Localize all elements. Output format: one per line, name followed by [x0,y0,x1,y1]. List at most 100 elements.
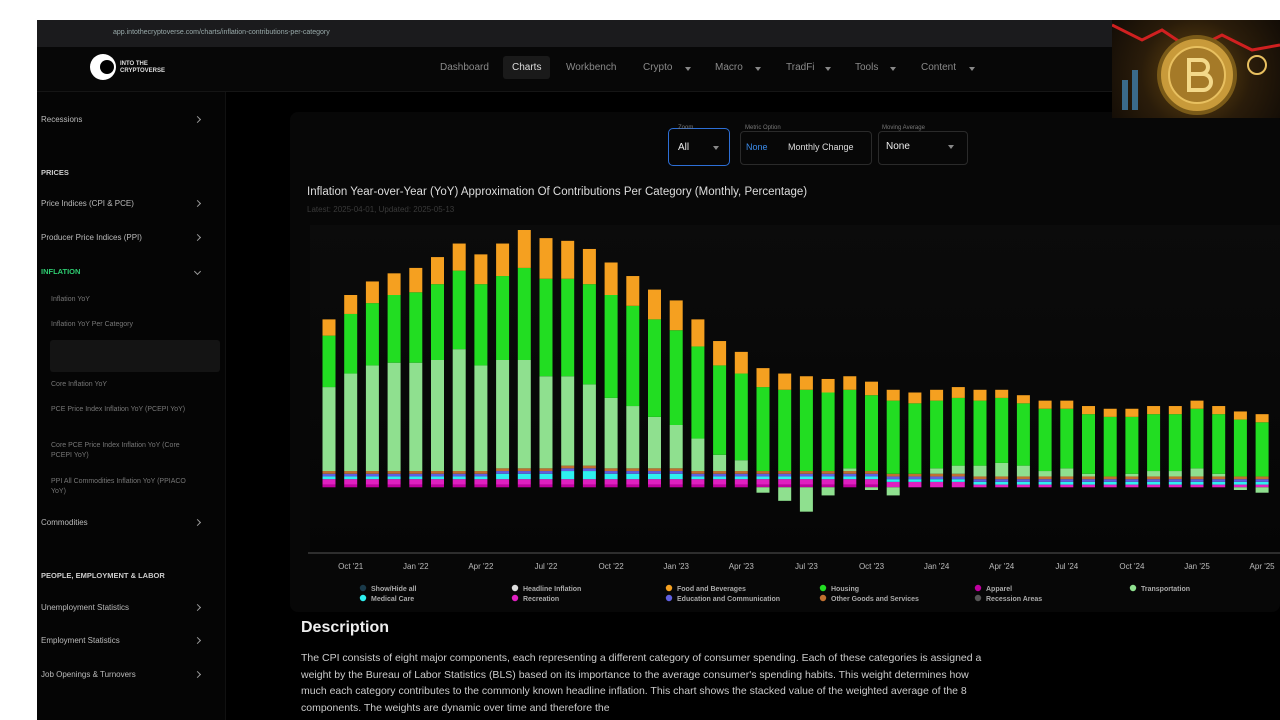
nav-item[interactable]: Content [921,62,957,73]
sidebar-item[interactable]: Price Indices (CPI & PCE) [41,199,134,208]
sidebar-item[interactable]: Job Openings & Turnovers [41,670,136,679]
sidebar-item[interactable]: Recessions [41,115,83,124]
bar-segment [1255,414,1269,423]
bar-segment [409,484,423,488]
bar-segment [1103,416,1117,477]
bar-segment [648,319,661,417]
sidebar-item[interactable]: Core PCE Price Index Inflation YoY (Core… [51,442,180,459]
bar-segment [1168,484,1182,488]
sidebar-item[interactable]: PPI All Commodities Inflation YoY (PPIAC… [51,478,186,495]
moving-select[interactable] [878,131,968,165]
bar-segment [1016,481,1030,485]
plot-area [310,225,1280,553]
nav-item[interactable]: Macro [715,62,743,73]
zoom-select[interactable] [668,128,730,166]
bar-segment [582,384,596,466]
sidebar-item[interactable]: Inflation YoY [51,296,90,303]
zoom-value: All [678,142,690,153]
bar-segment [713,476,727,480]
dropdown-caret [755,67,761,71]
metric-option[interactable]: Monthly Change [788,142,854,152]
bar-segment [604,262,618,295]
sidebar-item[interactable]: Commodities [41,518,88,527]
sidebar-item[interactable]: Inflation YoY Per Category [51,321,133,328]
bar-segment [930,481,944,488]
bar-segment [778,373,792,390]
bar-segment [1125,481,1139,485]
bar-segment [322,484,336,488]
bar-segment [561,376,575,466]
bar-segment [604,397,618,469]
sidebar-item[interactable]: Core Inflation YoY [51,381,108,388]
sidebar-item[interactable]: INFLATION [41,267,81,276]
nav-item[interactable]: Tools [855,62,879,73]
bar-segment [561,465,575,469]
bar-segment [951,473,965,477]
bar-segment [344,471,358,474]
bar-segment [843,389,857,469]
legend-label: Housing [831,586,859,593]
bar-segment [387,473,401,477]
bar-segment [387,479,401,485]
bitcoin-art [1112,23,1280,115]
x-tick-label: Jan '23 [663,562,689,571]
bar-segment [387,476,401,480]
sidebar-item[interactable]: Producer Price Indices (PPI) [41,233,142,242]
sidebar-item[interactable]: Employment Statistics [41,636,120,645]
bar-segment [409,362,423,472]
sidebar-item[interactable]: Unemployment Statistics [41,603,130,612]
caret [948,145,954,149]
nav-item[interactable]: Workbench [566,62,617,73]
bar-segment [821,471,835,474]
top-nav [37,47,1280,92]
bar-segment [995,484,1009,488]
bar-segment [799,484,813,488]
bar-segment [387,362,401,472]
bar-segment [322,319,336,336]
sidebar-item[interactable]: PCE Price Index Inflation YoY (PCEPI YoY… [51,406,186,413]
bar-segment [865,476,878,480]
bar-segment [886,481,900,488]
bar-segment [865,471,878,474]
bar-segment [713,341,727,366]
bar-segment [756,473,770,477]
sidebar-item[interactable]: PEOPLE, EMPLOYMENT & LABOR [41,571,165,580]
metric-option[interactable]: None [746,142,768,152]
legend-label: Recreation [523,596,559,603]
bar-segment [691,438,705,472]
chart-subtitle: Latest: 2025-04-01, Updated: 2025-05-13 [307,205,455,214]
bar-segment [474,254,488,285]
url[interactable]: app.intothecryptoverse.com/charts/inflat… [113,29,330,36]
bar-segment [561,278,575,377]
bar-segment [496,473,510,480]
bar-segment [626,468,640,472]
bar-segment [387,471,401,474]
bar-segment [930,389,944,401]
legend-label: Headline Inflation [523,586,581,593]
bar-segment [973,479,987,482]
bar-segment [951,479,965,482]
nav-item[interactable]: Charts [503,56,551,79]
nav-item[interactable]: Dashboard [440,62,489,73]
bar-segment [1082,414,1095,474]
nav-item[interactable]: TradFi [786,62,815,73]
nav-item[interactable]: Crypto [643,62,673,73]
bar-segment [1190,481,1204,485]
x-tick-label: Jan '22 [403,562,429,571]
bar-segment [474,284,488,366]
bar-segment [1147,484,1161,488]
bar-segment [886,487,900,496]
bar-segment [1103,476,1117,480]
bar-segment [691,319,705,347]
bar-segment [1038,408,1052,472]
bar-segment [409,473,423,477]
bar-segment [886,479,900,482]
bar-segment [604,468,618,472]
bar-segment [799,376,813,390]
sidebar-item[interactable]: PRICES [41,168,69,177]
bar-segment [648,471,661,474]
bar-segment [821,484,835,488]
bar-segment [1147,479,1161,482]
bar-segment [886,476,900,480]
bar-segment [1212,479,1226,482]
